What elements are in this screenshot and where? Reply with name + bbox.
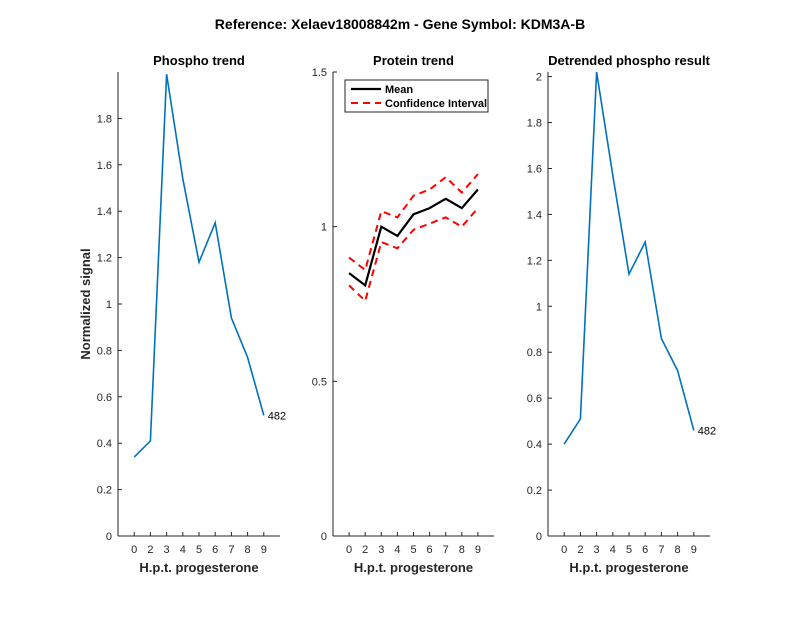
point-annotation: 482: [698, 425, 716, 437]
y-tick-label: 0: [106, 531, 112, 543]
x-tick-label: 8: [459, 544, 465, 556]
y-tick-label: 1.4: [97, 206, 112, 218]
ci-upper-line: [348, 173, 479, 272]
figure-title: Reference: Xelaev18008842m - Gene Symbol…: [215, 16, 585, 32]
y-tick-label: 1.8: [97, 113, 112, 125]
x-tick-label: 5: [626, 544, 632, 556]
panel-title: Detrended phospho result: [548, 53, 710, 68]
panel-3: Detrended phospho result 0 0.2 0.4 0.6 0.8 1 1.…: [527, 53, 716, 575]
y-tick-label: 0.2: [97, 485, 112, 497]
x-tick-label: 6: [427, 544, 433, 556]
x-tick-label: 9: [691, 544, 697, 556]
x-tick-label: 9: [475, 544, 481, 556]
x-tick-label: 5: [410, 544, 416, 556]
x-tick-label: 3: [164, 544, 170, 556]
y-tick-label: 1: [536, 301, 542, 313]
x-tick-label: 2: [147, 544, 153, 556]
x-tick-label: 0: [346, 544, 352, 556]
y-tick-label: 2: [536, 72, 542, 84]
x-axis-label: H.p.t. progesterone: [354, 560, 473, 575]
x-tick-label: 2: [362, 544, 368, 556]
x-tick-label: 7: [228, 544, 234, 556]
x-tick-label: 0: [131, 544, 137, 556]
series-line: [563, 71, 695, 445]
y-tick-label: 0.6: [97, 392, 112, 404]
x-tick-label: 4: [394, 544, 400, 556]
legend: Mean Confidence Interval: [344, 79, 489, 113]
legend-label-mean: Mean: [385, 84, 413, 96]
x-tick-label: 6: [212, 544, 218, 556]
ci-lower-line: [348, 207, 479, 303]
y-tick-label: 0.4: [527, 439, 542, 451]
x-axis-label: H.p.t. progesterone: [569, 560, 688, 575]
y-tick-label: 0: [536, 531, 542, 543]
panel-title: Protein trend: [373, 53, 454, 68]
point-annotation: 482: [268, 410, 286, 422]
x-tick-label: 3: [378, 544, 384, 556]
x-axis-label: H.p.t. progesterone: [139, 560, 258, 575]
y-tick-label: 1: [106, 299, 112, 311]
x-tick-label: 7: [443, 544, 449, 556]
x-tick-label: 3: [594, 544, 600, 556]
y-tick-label: 0.2: [527, 485, 542, 497]
y-tick-label: 0: [321, 531, 327, 543]
y-tick-label: 1.6: [527, 163, 542, 175]
y-tick-label: 1.5: [312, 67, 327, 79]
x-tick-label: 8: [675, 544, 681, 556]
y-tick-label: 1.4: [527, 209, 542, 221]
y-tick-label: 0.4: [97, 438, 112, 450]
x-tick-label: 7: [658, 544, 664, 556]
x-tick-label: 6: [642, 544, 648, 556]
y-tick-label: 1.2: [97, 253, 112, 265]
x-tick-label: 2: [577, 544, 583, 556]
legend-label-ci: Confidence Interval: [385, 98, 487, 110]
y-tick-label: 0.6: [527, 393, 542, 405]
x-tick-label: 9: [261, 544, 267, 556]
y-tick-label: 1.8: [527, 118, 542, 130]
y-axis-label: Normalized signal: [78, 248, 93, 359]
x-tick-label: 4: [180, 544, 186, 556]
y-tick-label: 0.5: [312, 376, 327, 388]
panel-1: Phospho trend 0 0.2 0.4 0.6 0.8 1 1.2 1.4 1.6 1.8 0…: [78, 53, 286, 575]
x-tick-label: 0: [561, 544, 567, 556]
x-tick-label: 4: [610, 544, 616, 556]
y-tick-label: 1.2: [527, 255, 542, 267]
x-tick-label: 5: [196, 544, 202, 556]
y-tick-label: 0.8: [527, 347, 542, 359]
mean-line: [348, 188, 479, 288]
y-tick-label: 1: [321, 222, 327, 234]
y-tick-label: 0.8: [97, 345, 112, 357]
x-tick-label: 8: [245, 544, 251, 556]
y-tick-label: 1.6: [97, 160, 112, 172]
panel-title: Phospho trend: [153, 53, 245, 68]
legend-box: [344, 79, 489, 113]
series-line: [133, 74, 265, 458]
